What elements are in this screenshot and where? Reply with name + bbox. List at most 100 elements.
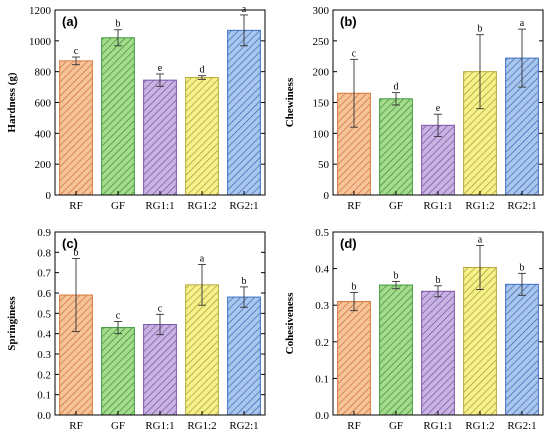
y-tick-label: 250: [313, 36, 330, 48]
plot-frame: [332, 231, 544, 416]
significance-letter: b: [436, 275, 441, 286]
error-bar: [240, 286, 248, 308]
y-tick-label: 200: [35, 159, 52, 171]
significance-letter: a: [478, 235, 483, 246]
category-label: RG2:1: [229, 420, 258, 432]
y-tick-label: 0.3: [315, 300, 329, 312]
error-bar: [72, 56, 80, 66]
bar: [379, 98, 413, 196]
error-bar: [434, 285, 442, 298]
y-axis-title: Cohesiveness: [284, 292, 296, 354]
significance-letter: c: [116, 310, 121, 321]
category-label: GF: [389, 420, 403, 432]
y-tick-label: 600: [35, 98, 52, 110]
significance-letter: c: [158, 303, 163, 314]
error-bar: [240, 14, 248, 47]
y-tick-label: 1200: [29, 5, 52, 17]
panel-label: (b): [340, 14, 357, 29]
y-tick-label: 0.2: [315, 337, 329, 349]
category-label: RG2:1: [229, 200, 258, 212]
panel-label: (c): [62, 236, 78, 251]
error-bar: [476, 34, 484, 110]
error-bar: [392, 92, 400, 106]
category-label: RF: [347, 420, 360, 432]
bar: [227, 29, 261, 196]
category-label: RG1:2: [187, 200, 216, 212]
chart-panel-0: c RF b GF e RG1:1 d RG1:2 a RG2:1 0 200 400 600 800 100…: [6, 4, 266, 212]
category-label: RG2:1: [507, 200, 536, 212]
category-label: RG1:2: [187, 420, 216, 432]
significance-letter: e: [436, 103, 441, 114]
panel-label: (d): [340, 236, 357, 251]
y-tick-label: 800: [35, 67, 52, 79]
significance-letter: c: [352, 48, 357, 59]
panel-label: (a): [62, 14, 78, 29]
error-bar: [350, 291, 358, 312]
y-axis-title: Hardness (g): [6, 72, 18, 133]
chart-panel-3: b RF b GF b RG1:1 a RG1:2 b RG2:1 0.0 0.1 0.2 0.3 0.4 0…: [284, 227, 544, 432]
significance-letter: b: [74, 247, 79, 258]
chart-panel-1: c RF d GF e RG1:1 b RG1:2 a RG2:1 0 50 100 150 200 250 3…: [284, 5, 544, 212]
category-label: RG1:2: [465, 420, 494, 432]
bar: [421, 290, 455, 416]
y-tick-label: 0.6: [37, 288, 51, 300]
bar: [185, 284, 219, 416]
error-bar: [434, 113, 442, 137]
significance-letter: b: [352, 281, 357, 292]
significance-letter: b: [520, 262, 525, 273]
category-label: RG1:1: [423, 200, 452, 212]
y-tick-label: 0: [324, 190, 330, 202]
y-tick-label: 150: [313, 98, 330, 110]
y-tick-label: 400: [35, 128, 52, 140]
bar: [337, 301, 371, 416]
y-tick-label: 0.1: [315, 373, 329, 385]
error-bar: [198, 75, 206, 80]
significance-letter: b: [478, 24, 483, 35]
bar: [101, 37, 135, 196]
category-label: RF: [347, 200, 360, 212]
y-tick-label: 0.7: [37, 268, 51, 280]
bar: [59, 60, 93, 196]
y-tick-label: 0.5: [315, 227, 329, 239]
category-label: RF: [69, 420, 82, 432]
error-bar: [114, 321, 122, 335]
plot-frame: [54, 9, 266, 196]
y-tick-label: 0.3: [37, 349, 51, 361]
category-label: RG1:1: [145, 200, 174, 212]
bar: [143, 324, 177, 416]
y-tick-label: 0.4: [37, 329, 51, 341]
bar: [505, 283, 539, 416]
error-bar: [476, 245, 484, 290]
category-label: RG1:1: [423, 420, 452, 432]
bar: [185, 77, 219, 196]
bar: [143, 79, 177, 196]
significance-letter: b: [394, 270, 399, 281]
significance-letter: b: [242, 276, 247, 287]
significance-letter: a: [520, 18, 525, 29]
y-tick-label: 200: [313, 67, 330, 79]
category-label: GF: [111, 200, 125, 212]
bar: [101, 327, 135, 416]
bar: [227, 296, 261, 416]
error-bar: [350, 58, 358, 128]
significance-letter: a: [200, 254, 205, 265]
chart-panel-2: b RF c GF c RG1:1 a RG1:2 b RG2:1 0.0 0.1 0.2 0.3 0.4 0…: [6, 227, 266, 432]
y-tick-label: 0.2: [37, 369, 51, 381]
y-tick-label: 0.0: [315, 410, 329, 422]
error-bar: [156, 73, 164, 87]
category-label: RF: [69, 200, 82, 212]
y-tick-label: 0.4: [315, 264, 329, 276]
y-axis-title: Springiness: [6, 296, 18, 351]
error-bar: [392, 280, 400, 290]
significance-letter: c: [74, 46, 79, 57]
error-bar: [114, 29, 122, 47]
plot-frame: [332, 9, 544, 196]
error-bar: [156, 313, 164, 336]
y-tick-label: 0.1: [37, 390, 51, 402]
y-tick-label: 0.0: [37, 410, 51, 422]
y-tick-label: 0.9: [37, 227, 51, 239]
category-label: RG2:1: [507, 420, 536, 432]
y-tick-label: 50: [318, 159, 330, 171]
y-tick-label: 100: [313, 128, 330, 140]
